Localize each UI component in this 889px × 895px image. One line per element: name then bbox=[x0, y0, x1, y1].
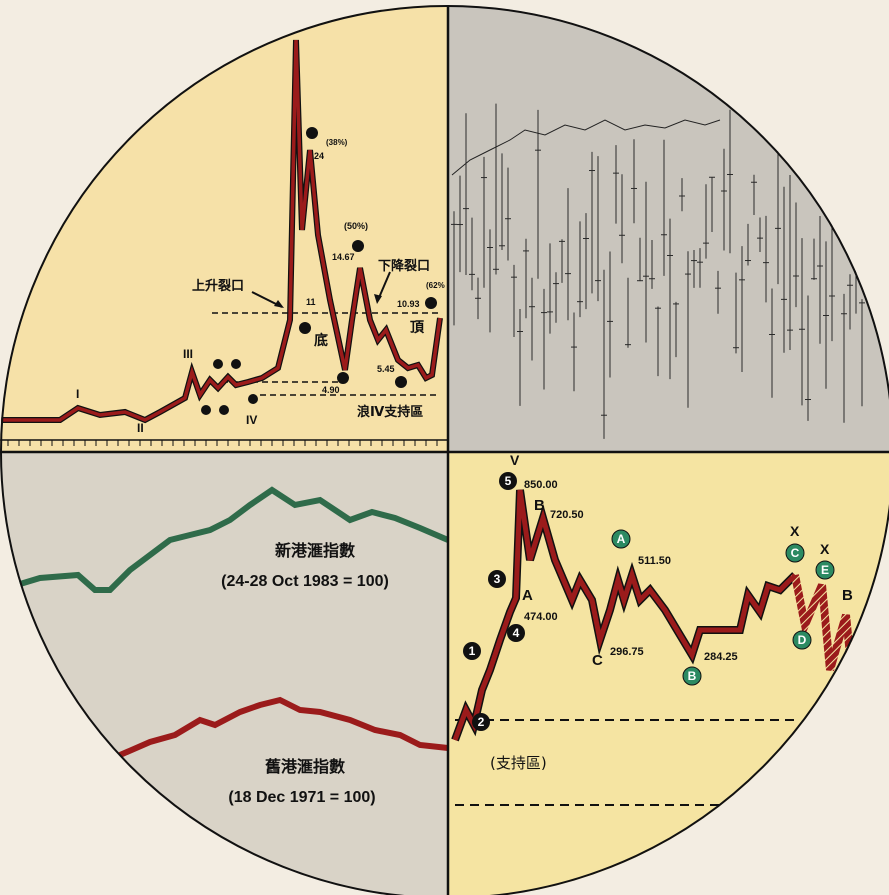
tl-arrow-down-gap bbox=[377, 271, 391, 301]
svg-text:3: 3 bbox=[494, 572, 501, 586]
tl-arrowhead-up-gap bbox=[274, 300, 284, 308]
br-projected-line bbox=[791, 574, 854, 672]
bl-new-index-caption: (24-28 Oct 1983 = 100) bbox=[221, 573, 389, 590]
bl-new-index-line bbox=[0, 486, 450, 593]
bl-new-index-title: 新港滙指數 bbox=[275, 541, 355, 560]
bottom-left-chart: 新港滙指數 (24-28 Oct 1983 = 100) 舊港滙指數 (18 D… bbox=[0, 486, 450, 806]
tl-dot-w3c bbox=[201, 405, 211, 415]
tl-label-support: 浪Ⅳ支持區 bbox=[357, 404, 423, 420]
tl-val-1467: 14.67 bbox=[332, 252, 355, 262]
tl-dot-w4 bbox=[248, 394, 258, 404]
tl-pct-62: (62% bbox=[426, 281, 445, 290]
svg-text:E: E bbox=[821, 563, 829, 577]
br-letter-X1: X bbox=[790, 523, 800, 539]
bl-old-index-title: 舊港滙指數 bbox=[265, 757, 345, 776]
tl-label-up-gap: 上升裂口 bbox=[192, 278, 244, 294]
quadrant-bottom-right bbox=[448, 452, 889, 895]
tl-pct-50: (50%) bbox=[344, 221, 368, 231]
tl-label-top: 頂 bbox=[410, 320, 425, 336]
tl-series-line-fill bbox=[0, 39, 442, 422]
tl-label-down-gap: 下降裂口 bbox=[378, 258, 430, 274]
br-wave-5-badge: 5 bbox=[499, 472, 517, 490]
br-wave-3-badge: 3 bbox=[488, 570, 506, 588]
br-val-29675: 296.75 bbox=[610, 646, 644, 658]
svg-text:B: B bbox=[688, 669, 697, 683]
bl-old-index-caption: (18 Dec 1971 = 100) bbox=[228, 789, 375, 806]
br-val-474: 474.00 bbox=[524, 611, 558, 623]
bottom-right-chart: 1 2 3 4 5 A bbox=[451, 452, 854, 806]
br-letter-C: C bbox=[592, 652, 603, 669]
bl-old-index-line bbox=[118, 696, 449, 758]
br-wave-4-badge: 4 bbox=[507, 624, 525, 642]
outer-circle bbox=[0, 5, 889, 895]
tl-dot-24 bbox=[306, 127, 318, 139]
br-val-7205: 720.50 bbox=[550, 509, 584, 521]
quadrant-top-right bbox=[448, 5, 889, 452]
br-letter-E-circled: E bbox=[815, 560, 835, 580]
br-letter-X2: X bbox=[820, 541, 830, 557]
tl-val-490: 4.90 bbox=[322, 385, 340, 395]
svg-text:D: D bbox=[798, 633, 807, 647]
tl-wave-I: I bbox=[76, 387, 79, 401]
br-letter-B: B bbox=[534, 497, 545, 514]
tl-val-1093: 10.93 bbox=[397, 299, 420, 309]
svg-text:2: 2 bbox=[478, 715, 485, 729]
svg-text:C: C bbox=[791, 546, 800, 560]
tl-dot-w3b bbox=[213, 359, 223, 369]
br-letter-B-circled: B bbox=[682, 666, 702, 686]
br-val-5115: 511.50 bbox=[638, 555, 671, 567]
svg-text:1: 1 bbox=[469, 644, 476, 658]
tl-dot-1467 bbox=[352, 240, 364, 252]
tl-arrowhead-down-gap bbox=[374, 294, 382, 304]
tl-wave-IV: IV bbox=[246, 413, 257, 427]
svg-text:5: 5 bbox=[505, 474, 512, 488]
br-letter-A-circled: A bbox=[611, 529, 631, 549]
tl-dot-1093 bbox=[425, 297, 437, 309]
svg-text:A: A bbox=[617, 532, 626, 546]
tl-label-bottom: 底 bbox=[314, 332, 328, 349]
top-left-chart: I II III IV (38%) 24 (50%) 14.67 (62% 10… bbox=[0, 39, 448, 446]
br-series-line-fill bbox=[452, 489, 797, 741]
br-val-850: 850.00 bbox=[524, 479, 558, 491]
br-wave-2-badge: 2 bbox=[472, 713, 490, 731]
tl-x-ticks bbox=[7, 440, 438, 446]
tl-dot-w3d bbox=[219, 405, 229, 415]
tl-wave-II: II bbox=[137, 421, 144, 435]
br-letter-D-circled: D bbox=[792, 630, 812, 650]
tl-dot-545 bbox=[395, 376, 407, 388]
tl-dot-490 bbox=[337, 372, 349, 384]
br-letter-B2: B bbox=[842, 587, 853, 604]
tl-val-24: 24 bbox=[314, 151, 324, 161]
tl-val-545: 5.45 bbox=[377, 364, 395, 374]
br-letter-A: A bbox=[522, 587, 533, 604]
tl-dot-11 bbox=[299, 322, 311, 334]
br-letter-V: V bbox=[510, 452, 520, 468]
tl-val-11: 11 bbox=[306, 297, 316, 307]
br-wave-1-badge: 1 bbox=[463, 642, 481, 660]
br-letter-C-circled: C bbox=[785, 543, 805, 563]
quadrant-bottom-left bbox=[0, 452, 448, 895]
br-val-28425: 284.25 bbox=[704, 651, 738, 663]
br-support-text: (支持區) bbox=[490, 754, 547, 772]
tl-dot-w3a bbox=[231, 359, 241, 369]
tl-pct-38: (38%) bbox=[326, 138, 348, 147]
tr-moving-average bbox=[451, 119, 721, 176]
tl-wave-III: III bbox=[183, 347, 193, 361]
svg-text:4: 4 bbox=[513, 626, 520, 640]
